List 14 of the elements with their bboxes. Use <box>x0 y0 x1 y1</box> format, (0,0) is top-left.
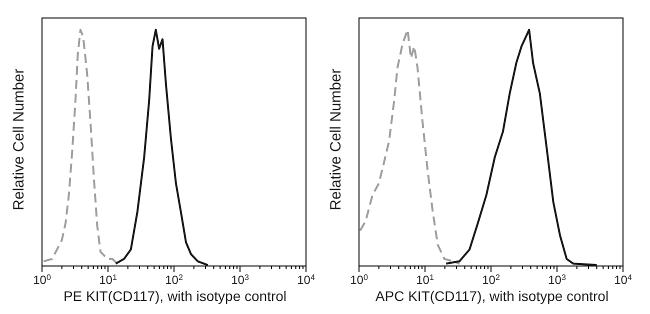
x-tick-label: 10$^{0}$ <box>350 272 368 287</box>
x-tick-label: 10$^{1}$ <box>99 272 118 287</box>
x-axis-title: PE KIT(CD117), with isotype control <box>62 288 288 304</box>
y-axis-title: Relative Cell Number <box>10 68 28 210</box>
x-tick-label: 10$^{3}$ <box>548 272 566 287</box>
x-tick-label: 10$^{0}$ <box>33 272 52 287</box>
x-tick-label: 10$^{4}$ <box>297 272 316 287</box>
x-tick-label: 10$^{3}$ <box>231 272 250 287</box>
x-tick-label: 10$^{2}$ <box>165 272 184 287</box>
x-axis-title: APC KIT(CD117), with isotype control <box>374 288 610 304</box>
x-tick-label: 10$^{4}$ <box>614 272 632 287</box>
x-tick-label: 10$^{1}$ <box>416 272 434 287</box>
y-axis-title: Relative Cell Number <box>328 68 344 210</box>
x-tick-label: 10$^{2}$ <box>482 272 500 287</box>
